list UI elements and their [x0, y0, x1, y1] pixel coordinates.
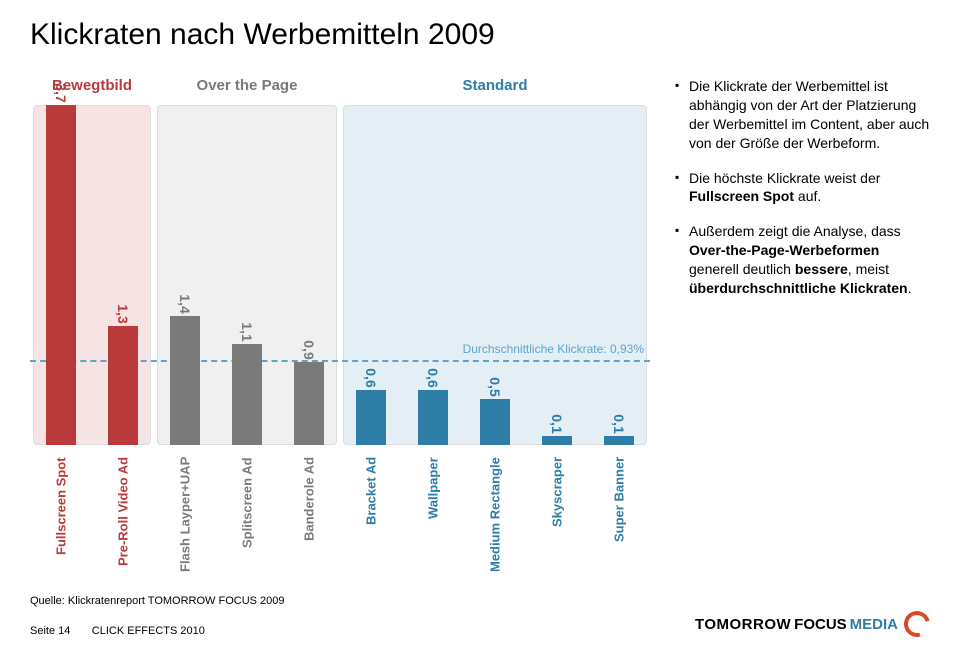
- page-number: Seite 14 CLICK EFFECTS 2010: [30, 625, 285, 637]
- x-tick-label: Flash Layper+UAP: [154, 453, 216, 573]
- source-line: Quelle: Klickratenreport TOMORROW FOCUS …: [30, 595, 285, 607]
- bar-chart: BewegtbildOver the PageStandard Durchsch…: [30, 77, 650, 573]
- bar: 1,1: [232, 344, 262, 445]
- x-tick-label: Pre-Roll Video Ad: [92, 453, 154, 573]
- x-tick-label: Banderole Ad: [278, 453, 340, 573]
- bullet-item: Außerdem zeigt die Analyse, dass Over-th…: [675, 222, 930, 298]
- bar-value-label: 0,9: [301, 341, 317, 360]
- bullet-item: Die Klickrate der Werbemittel ist abhäng…: [675, 77, 930, 153]
- bullet-item: Die höchste Klickrate weist der Fullscre…: [675, 169, 930, 207]
- x-tick-label: Fullscreen Spot: [30, 453, 92, 573]
- x-tick-label: Skyscraper: [526, 453, 588, 573]
- group-label: Bewegtbild: [30, 77, 154, 99]
- x-tick-label: Wallpaper: [402, 453, 464, 573]
- bar: 0,5: [480, 399, 510, 445]
- bar-value-label: 0,5: [487, 377, 503, 396]
- x-tick-label: Splitscreen Ad: [216, 453, 278, 573]
- bar-value-label: 0,6: [363, 368, 379, 387]
- bullet-list: Die Klickrate der Werbemittel ist abhäng…: [650, 77, 930, 573]
- x-tick-label: Bracket Ad: [340, 453, 402, 573]
- page-title: Klickraten nach Werbemitteln 2009: [0, 0, 960, 52]
- bar-value-label: 1,1: [239, 322, 255, 341]
- bar-value-label: 1,4: [177, 295, 193, 314]
- bar: 1,3: [108, 326, 138, 445]
- x-tick-label: Super Banner: [588, 453, 650, 573]
- bar: 0,9: [294, 362, 324, 445]
- bar-value-label: 3,7: [53, 83, 69, 102]
- bar: 1,4: [170, 316, 200, 445]
- bar: 3,7: [46, 105, 76, 445]
- group-label: Standard: [340, 77, 650, 99]
- x-tick-label: Medium Rectangle: [464, 453, 526, 573]
- logo-ring-icon: [899, 606, 935, 642]
- bar-value-label: 0,6: [425, 368, 441, 387]
- bar: 0,6: [356, 390, 386, 445]
- group-label: Over the Page: [154, 77, 340, 99]
- bar-value-label: 1,3: [115, 304, 131, 323]
- bar: 0,1: [542, 436, 572, 445]
- brand-logo: TOMORROW FOCUS MEDIA: [695, 611, 930, 637]
- bar: 0,6: [418, 390, 448, 445]
- bar-value-label: 0,1: [549, 414, 565, 433]
- bar-value-label: 0,1: [611, 414, 627, 433]
- bar: 0,1: [604, 436, 634, 445]
